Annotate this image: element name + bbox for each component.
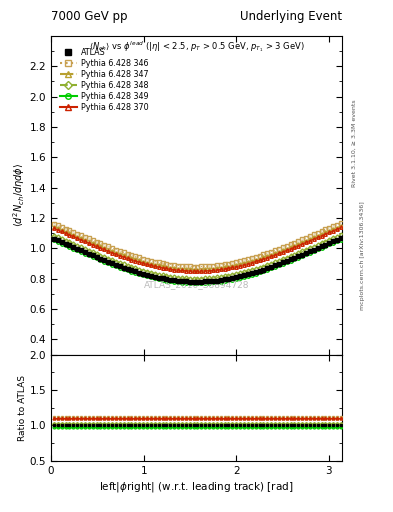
Text: Underlying Event: Underlying Event bbox=[240, 10, 342, 23]
Legend: ATLAS, Pythia 6.428 346, Pythia 6.428 347, Pythia 6.428 348, Pythia 6.428 349, P: ATLAS, Pythia 6.428 346, Pythia 6.428 34… bbox=[58, 46, 151, 114]
Text: ATLAS_2010_S8894728: ATLAS_2010_S8894728 bbox=[144, 280, 249, 289]
Y-axis label: Ratio to ATLAS: Ratio to ATLAS bbox=[18, 375, 27, 441]
Text: $\langle N_{ch}\rangle$ vs $\phi^{lead}$ (|$\eta$| < 2.5, $p_T$ > 0.5 GeV, $p_{T: $\langle N_{ch}\rangle$ vs $\phi^{lead}$… bbox=[88, 39, 305, 54]
Text: Rivet 3.1.10, ≥ 3.3M events: Rivet 3.1.10, ≥ 3.3M events bbox=[352, 99, 357, 187]
X-axis label: left|$\phi$right| (w.r.t. leading track) [rad]: left|$\phi$right| (w.r.t. leading track)… bbox=[99, 480, 294, 494]
Text: mcplots.cern.ch [arXiv:1306.3436]: mcplots.cern.ch [arXiv:1306.3436] bbox=[360, 202, 365, 310]
Y-axis label: $\langle d^2 N_{ch}/d\eta d\phi \rangle$: $\langle d^2 N_{ch}/d\eta d\phi \rangle$ bbox=[11, 163, 27, 227]
Text: 7000 GeV pp: 7000 GeV pp bbox=[51, 10, 128, 23]
